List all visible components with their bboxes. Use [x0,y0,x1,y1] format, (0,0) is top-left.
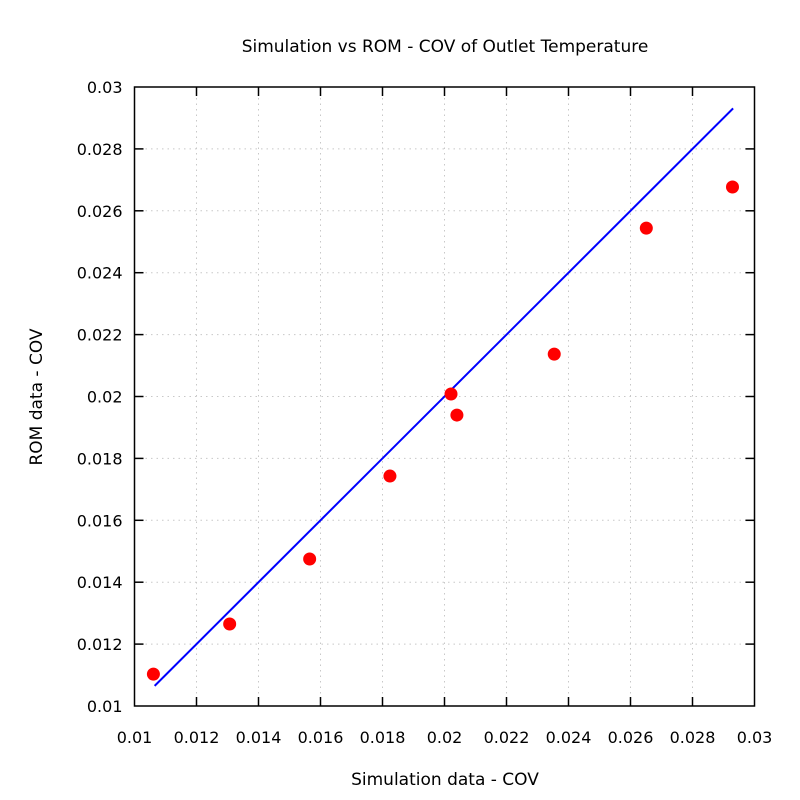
y-tick-label: 0.018 [77,449,123,468]
x-tick-label: 0.03 [737,728,773,747]
data-point [383,469,397,483]
axis-ticks [134,87,755,706]
y-tick-label: 0.014 [77,573,123,592]
x-tick-label: 0.012 [174,728,220,747]
data-point [223,617,237,631]
y-tick-label: 0.026 [77,202,123,221]
series-points [146,180,739,681]
y-tick-label: 0.02 [87,388,123,407]
y-tick-label: 0.016 [77,511,123,530]
x-tick-label: 0.01 [117,728,153,747]
data-point [303,552,317,566]
x-tick-label: 0.026 [608,728,654,747]
y-tick-label: 0.028 [77,140,123,159]
x-axis-label: Simulation data - COV [351,770,539,790]
y-tick-labels: 0.01 0.012 0.014 0.016 0.018 0.02 0.022 0.024 0.… [77,78,123,716]
series-lines [153,107,734,687]
x-tick-label: 0.028 [670,728,716,747]
x-tick-label: 0.016 [298,728,344,747]
y-tick-label: 0.03 [87,78,123,97]
data-point [725,180,739,194]
y-tick-label: 0.022 [77,326,123,345]
x-tick-labels: 0.01 0.012 0.014 0.016 0.018 0.02 0.022 0.024 0.… [117,728,773,747]
plot-frame [133,86,756,707]
data-point [450,408,464,422]
x-tick-label: 0.024 [546,728,592,747]
data-point [146,667,160,681]
x-tick-label: 0.02 [427,728,463,747]
y-axis-label: ROM data - COV [27,328,47,465]
x-tick-label: 0.022 [484,728,530,747]
reference-line [153,107,734,687]
data-point [639,221,653,235]
y-tick-label: 0.024 [77,264,123,283]
chart-title: Simulation vs ROM - COV of Outlet Temper… [242,37,649,57]
data-point [547,347,561,361]
x-tick-label: 0.018 [360,728,406,747]
data-point [444,387,458,401]
y-tick-label: 0.012 [77,635,123,654]
x-tick-label: 0.014 [236,728,282,747]
y-tick-label: 0.01 [87,697,123,716]
